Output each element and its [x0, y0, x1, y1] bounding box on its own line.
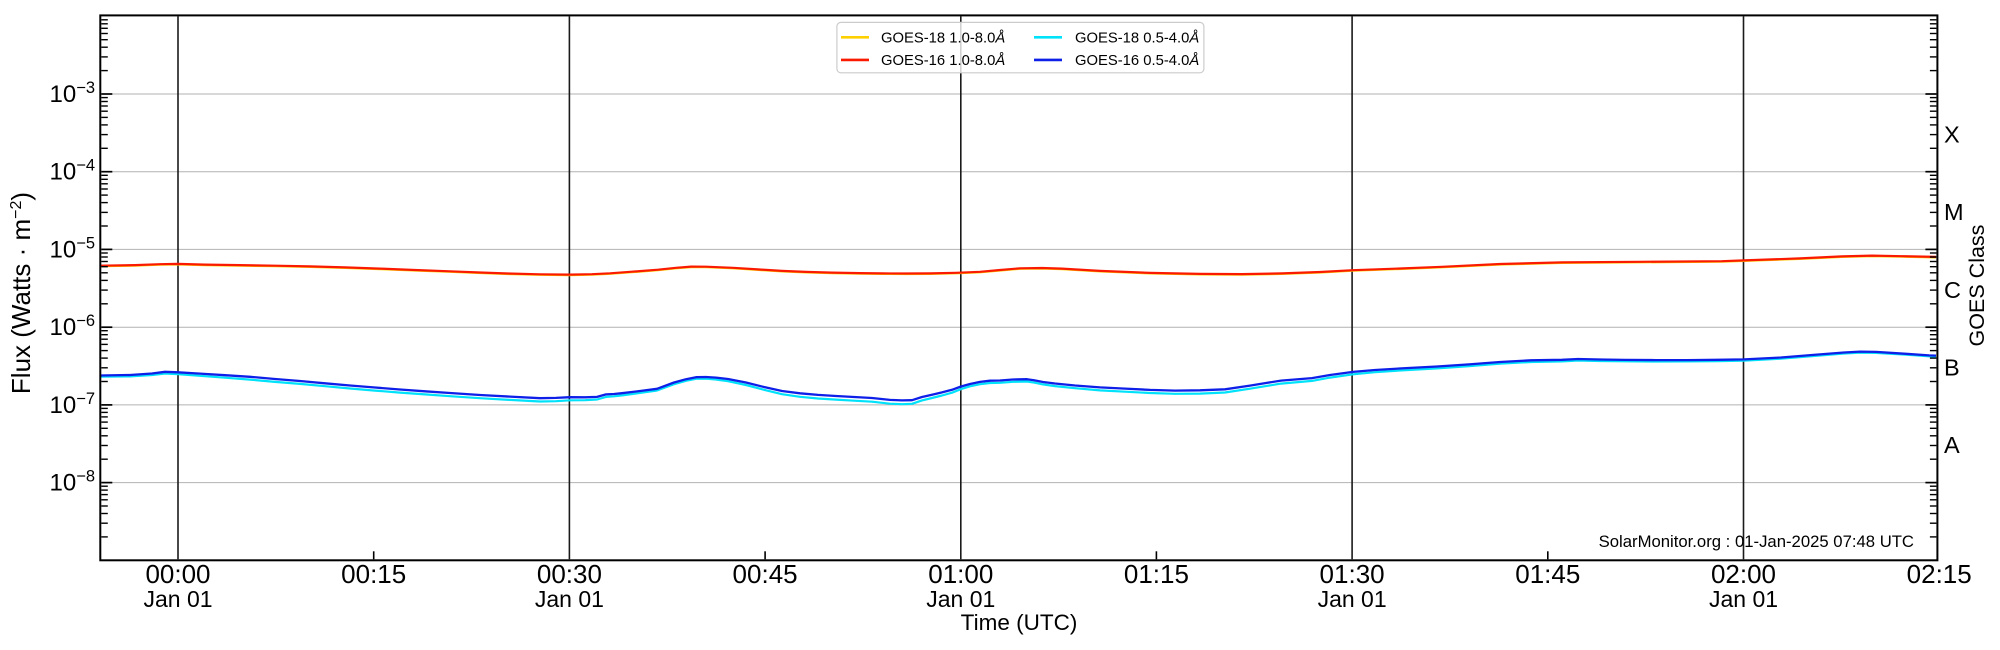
svg-text:X: X [1944, 121, 1960, 147]
svg-text:Jan 01: Jan 01 [1709, 586, 1778, 612]
svg-text:01:30: 01:30 [1320, 559, 1385, 589]
svg-text:GOES-16 0.5-4.0Å: GOES-16 0.5-4.0Å [1075, 52, 1199, 69]
svg-text:00:45: 00:45 [733, 559, 798, 589]
svg-text:Jan 01: Jan 01 [926, 586, 995, 612]
svg-text:GOES-16 1.0-8.0Å: GOES-16 1.0-8.0Å [881, 52, 1005, 69]
svg-text:GOES Class: GOES Class [1965, 225, 1989, 347]
svg-text:M: M [1944, 199, 1964, 225]
svg-text:Time (UTC): Time (UTC) [961, 610, 1078, 635]
svg-text:GOES-18 1.0-8.0Å: GOES-18 1.0-8.0Å [881, 30, 1005, 47]
svg-text:01:15: 01:15 [1124, 559, 1189, 589]
svg-text:01:00: 01:00 [928, 559, 993, 589]
svg-text:B: B [1944, 355, 1960, 381]
svg-text:SolarMonitor.org : 01-Jan-2025: SolarMonitor.org : 01-Jan-2025 07:48 UTC [1599, 532, 1914, 551]
svg-text:02:15: 02:15 [1907, 559, 1972, 589]
svg-text:01:45: 01:45 [1515, 559, 1580, 589]
svg-text:GOES-18 0.5-4.0Å: GOES-18 0.5-4.0Å [1075, 30, 1199, 47]
svg-text:02:00: 02:00 [1711, 559, 1776, 589]
svg-text:Jan 01: Jan 01 [143, 586, 212, 612]
svg-text:A: A [1944, 432, 1960, 458]
svg-text:00:00: 00:00 [145, 559, 210, 589]
svg-text:Jan 01: Jan 01 [535, 586, 604, 612]
svg-text:Flux (Watts · m−2): Flux (Watts · m−2) [6, 192, 36, 394]
svg-text:00:15: 00:15 [341, 559, 406, 589]
svg-text:C: C [1944, 277, 1961, 303]
svg-text:00:30: 00:30 [537, 559, 602, 589]
svg-text:Jan 01: Jan 01 [1318, 586, 1387, 612]
svg-text:10−6: 10−6 [49, 312, 95, 341]
